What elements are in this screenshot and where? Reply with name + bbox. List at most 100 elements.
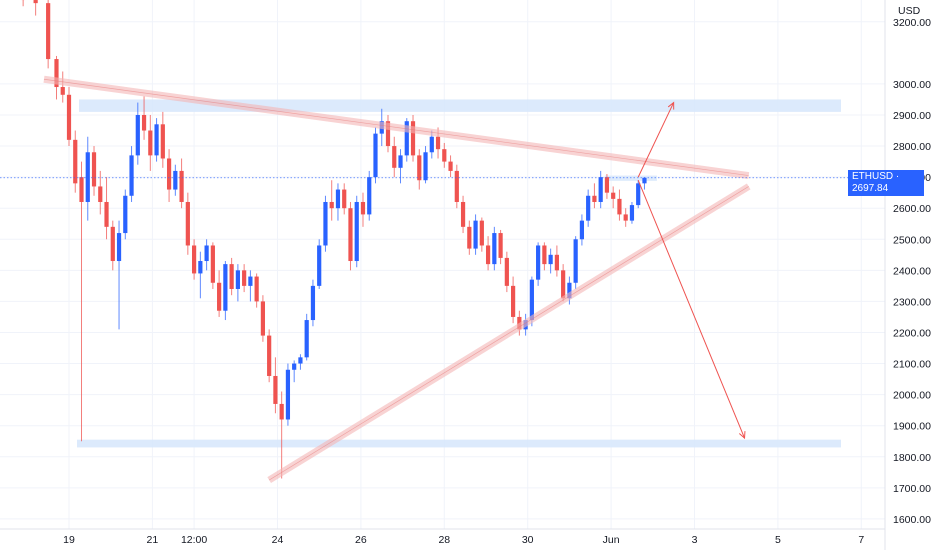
candle[interactable] (573, 236, 578, 289)
candle[interactable] (98, 170, 103, 215)
candle[interactable] (223, 261, 228, 321)
candle[interactable] (335, 183, 341, 221)
candle[interactable] (273, 357, 278, 414)
candle[interactable] (404, 118, 409, 162)
candle[interactable] (354, 195, 359, 268)
candle[interactable] (242, 264, 247, 293)
candle[interactable] (323, 195, 328, 252)
candle[interactable] (229, 257, 234, 296)
candle[interactable] (498, 229, 503, 265)
candle[interactable] (617, 189, 622, 221)
candle[interactable] (310, 279, 316, 327)
candle[interactable] (79, 161, 84, 442)
candle[interactable] (292, 360, 297, 383)
candle-body (33, 0, 38, 4)
candle[interactable] (304, 313, 309, 361)
candle[interactable] (154, 118, 159, 162)
candle[interactable] (298, 354, 303, 370)
candle[interactable] (467, 220, 472, 255)
candle[interactable] (623, 208, 628, 227)
candle[interactable] (198, 251, 203, 299)
candle[interactable] (204, 239, 209, 271)
candle[interactable] (592, 183, 597, 209)
candle[interactable] (267, 329, 272, 383)
candle[interactable] (33, 0, 38, 16)
candle[interactable] (260, 295, 266, 342)
candle[interactable] (329, 180, 334, 221)
candle[interactable] (104, 177, 109, 240)
candle[interactable] (629, 201, 635, 224)
candle[interactable] (554, 245, 559, 277)
candle[interactable] (479, 217, 484, 252)
candle[interactable] (485, 236, 491, 271)
price-axis[interactable]: 1600.00 1700.00 1800.00 1900.00 2000.00 2100.… (893, 17, 931, 526)
candle[interactable] (73, 130, 78, 193)
candle[interactable] (398, 149, 403, 184)
candle[interactable] (410, 114, 416, 162)
candle[interactable] (367, 170, 372, 221)
candle[interactable] (536, 242, 541, 286)
candle[interactable] (166, 149, 172, 202)
candle[interactable] (279, 391, 284, 479)
candle[interactable] (254, 273, 259, 308)
candle[interactable] (148, 114, 153, 171)
candle[interactable] (342, 183, 347, 215)
candle[interactable] (611, 186, 616, 209)
projection-arrows (637, 101, 746, 440)
candle[interactable] (579, 214, 585, 246)
candle[interactable] (504, 251, 509, 293)
candle[interactable] (285, 363, 291, 426)
candle[interactable] (160, 111, 165, 168)
candle[interactable] (604, 174, 610, 199)
candle[interactable] (235, 264, 240, 302)
candle[interactable] (417, 149, 422, 190)
candle[interactable] (492, 226, 497, 271)
candle[interactable] (210, 242, 215, 289)
candle[interactable] (392, 136, 397, 178)
candle[interactable] (185, 192, 190, 255)
candle[interactable] (642, 177, 647, 190)
candle[interactable] (317, 239, 322, 289)
candle[interactable] (454, 164, 459, 209)
candle[interactable] (373, 127, 378, 184)
candle[interactable] (548, 248, 553, 274)
candle[interactable] (448, 155, 453, 178)
candle[interactable] (123, 189, 128, 240)
candle[interactable] (385, 114, 391, 153)
candle[interactable] (129, 146, 134, 202)
candle[interactable] (586, 189, 591, 227)
candle[interactable] (217, 270, 222, 317)
candle-body (598, 177, 603, 202)
candle[interactable] (66, 87, 72, 147)
candle[interactable] (91, 146, 97, 196)
candle[interactable] (598, 170, 603, 209)
candle[interactable] (348, 201, 353, 271)
candle[interactable] (360, 192, 366, 227)
candle[interactable] (460, 195, 466, 234)
candle[interactable] (46, 0, 51, 69)
candle[interactable] (561, 264, 566, 302)
candle[interactable] (21, 0, 26, 7)
candle[interactable] (110, 220, 115, 271)
candle[interactable] (473, 214, 478, 255)
candle[interactable] (423, 146, 428, 184)
candle[interactable] (511, 276, 516, 324)
candle[interactable] (636, 180, 641, 209)
candle[interactable] (192, 239, 197, 280)
candle[interactable] (179, 158, 184, 209)
price-tick-label: 2000.00 (893, 390, 931, 402)
candles[interactable] (4, 0, 647, 479)
candle[interactable] (85, 136, 90, 221)
candle[interactable] (141, 96, 147, 140)
candle[interactable] (442, 142, 447, 168)
time-axis[interactable]: 19 21 12:00 24 26 28 30 Jun 3 5 7 (63, 534, 864, 546)
candle[interactable] (135, 102, 140, 165)
price-tick-label: 2300.00 (893, 296, 931, 308)
projection-up-arrow-head (667, 101, 675, 110)
candle[interactable] (248, 270, 253, 302)
candle[interactable] (173, 164, 178, 196)
candle[interactable] (116, 220, 122, 330)
candle[interactable] (542, 242, 547, 271)
candle[interactable] (60, 71, 65, 103)
